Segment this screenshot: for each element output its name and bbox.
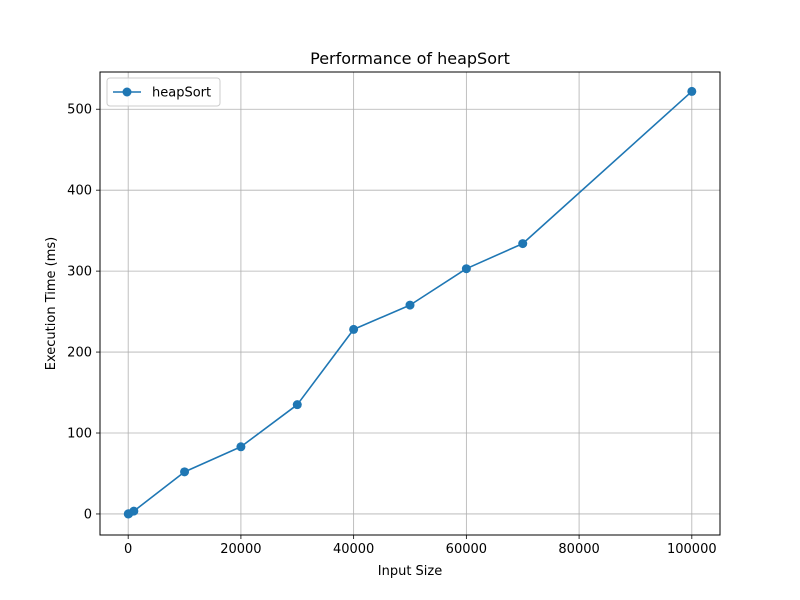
data-point [518,239,528,249]
y-tick-label: 200 [67,346,92,361]
x-tick-label: 60000 [446,542,487,557]
x-axis-label: Input Size [378,564,442,579]
y-tick-label: 500 [67,103,92,118]
data-point [129,506,139,516]
x-tick-label: 80000 [558,542,599,557]
data-point [292,400,302,410]
legend-marker-swatch [122,87,132,97]
data-point [687,86,697,96]
chart-title: Performance of heapSort [310,49,510,68]
axis-ticks: 0 20000 40000 60000 80000 100000 0 100 200 300 400… [67,103,716,557]
y-tick-label: 300 [67,265,92,280]
data-point [180,467,190,477]
legend: heapSort [106,77,221,107]
x-tick-label: 0 [124,542,132,557]
grid [100,72,720,535]
data-point [461,264,471,274]
plot-area-frame [99,71,721,536]
x-tick-label: 20000 [220,542,261,557]
y-axis-label: Execution Time (ms) [44,237,59,370]
legend-label: heapSort [152,86,211,101]
data-point [236,442,246,452]
y-tick-label: 0 [84,507,92,522]
series-layer [123,86,697,519]
data-point [405,300,415,310]
x-tick-label: 40000 [333,542,374,557]
y-tick-label: 400 [67,184,92,199]
y-tick-label: 100 [67,427,92,442]
data-point [349,324,359,334]
x-tick-label: 100000 [667,542,717,557]
legend-box [106,77,221,107]
